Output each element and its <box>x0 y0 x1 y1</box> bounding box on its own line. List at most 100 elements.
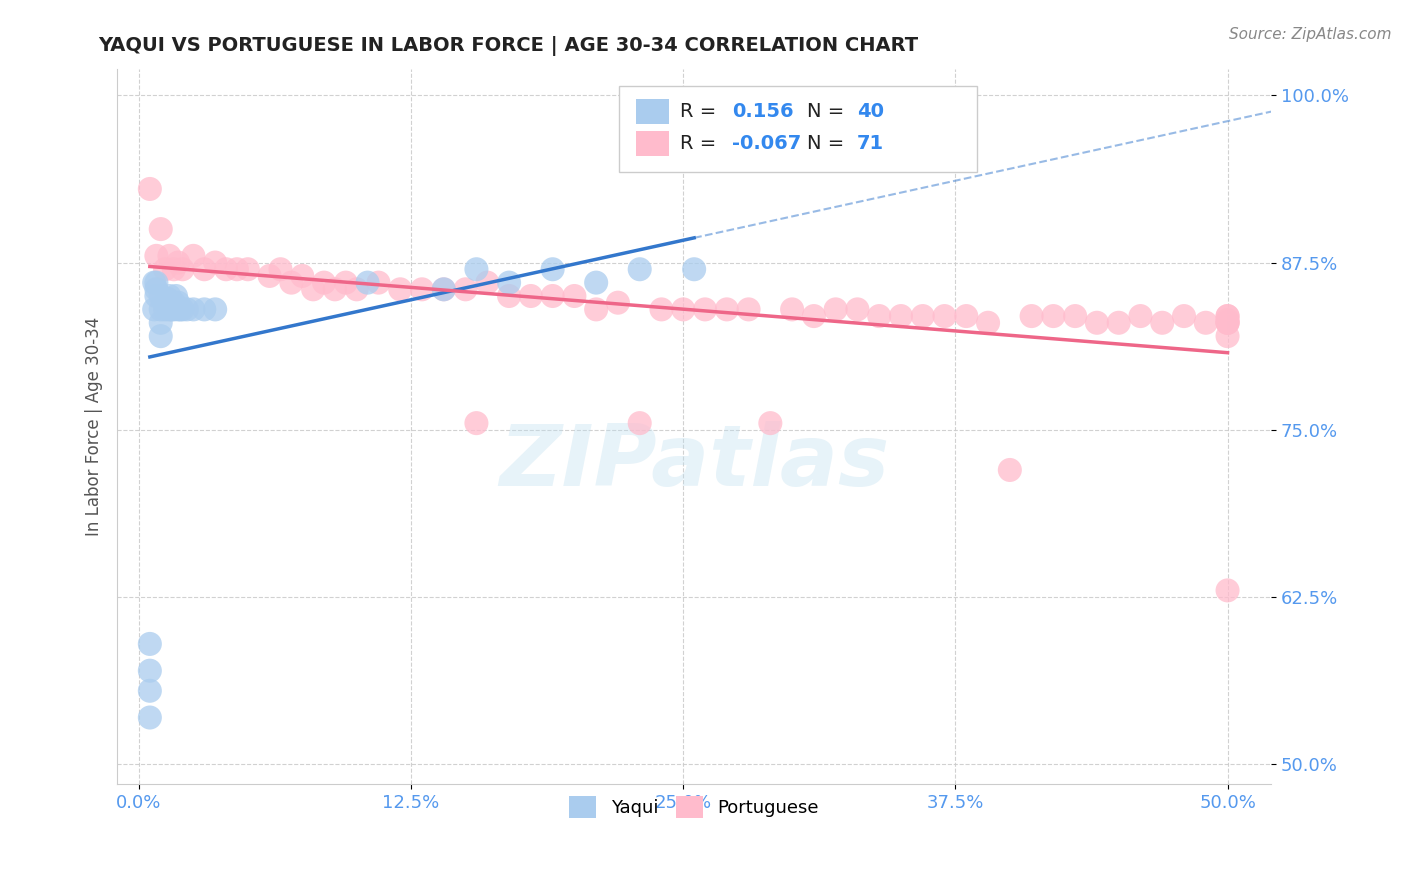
Point <box>824 302 846 317</box>
Point <box>1042 309 1064 323</box>
Point <box>143 302 166 317</box>
Point <box>312 276 335 290</box>
Point <box>176 302 198 317</box>
Point <box>628 262 651 277</box>
Point <box>145 289 167 303</box>
Text: Source: ZipAtlas.com: Source: ZipAtlas.com <box>1229 27 1392 42</box>
Point <box>977 316 1000 330</box>
Point <box>153 302 176 317</box>
Point <box>183 249 205 263</box>
Point <box>204 302 226 317</box>
Point <box>607 295 630 310</box>
FancyBboxPatch shape <box>637 99 669 124</box>
Point <box>955 309 977 323</box>
Point <box>163 262 186 277</box>
Point <box>204 255 226 269</box>
Point <box>139 664 162 678</box>
Text: N =: N = <box>807 134 851 153</box>
Point <box>1129 309 1152 323</box>
Point <box>693 302 716 317</box>
Point <box>1021 309 1043 323</box>
Point <box>541 289 564 303</box>
Point <box>139 637 162 651</box>
Point <box>149 316 172 330</box>
Point <box>159 249 181 263</box>
Point <box>477 276 499 290</box>
Point <box>139 182 162 196</box>
Point <box>159 302 181 317</box>
Point <box>911 309 934 323</box>
Point <box>236 262 259 277</box>
Text: R =: R = <box>681 102 723 121</box>
Point <box>149 329 172 343</box>
Point <box>650 302 672 317</box>
Point <box>998 463 1021 477</box>
Point <box>1216 309 1239 323</box>
Point <box>291 268 314 283</box>
Point <box>411 282 433 296</box>
Point <box>156 292 179 306</box>
Point <box>1152 316 1174 330</box>
Point <box>149 289 172 303</box>
Point <box>541 262 564 277</box>
Point <box>193 302 215 317</box>
Point <box>1108 316 1130 330</box>
Point <box>167 255 190 269</box>
Text: ZIPatlas: ZIPatlas <box>499 421 889 504</box>
Point <box>145 249 167 263</box>
Point <box>780 302 803 317</box>
Point <box>335 276 357 290</box>
Point <box>139 683 162 698</box>
Point <box>153 262 176 277</box>
Point <box>1173 309 1195 323</box>
Point <box>934 309 956 323</box>
Text: 40: 40 <box>856 102 884 121</box>
Point <box>672 302 695 317</box>
Point <box>1216 316 1239 330</box>
Point <box>498 276 520 290</box>
Point <box>226 262 249 277</box>
Point <box>163 302 186 317</box>
Point <box>193 262 215 277</box>
Point <box>215 262 238 277</box>
Point <box>172 302 194 317</box>
Point <box>1216 313 1239 327</box>
Text: -0.067: -0.067 <box>733 134 801 153</box>
Point <box>259 268 281 283</box>
Text: N =: N = <box>807 102 851 121</box>
Point <box>737 302 759 317</box>
Point <box>433 282 456 296</box>
Point <box>1195 316 1218 330</box>
Point <box>149 302 172 317</box>
Text: YAQUI VS PORTUGUESE IN LABOR FORCE | AGE 30-34 CORRELATION CHART: YAQUI VS PORTUGUESE IN LABOR FORCE | AGE… <box>98 36 918 55</box>
Point <box>183 302 205 317</box>
Point <box>346 282 368 296</box>
Point <box>160 302 183 317</box>
Point <box>280 276 302 290</box>
Point <box>1216 316 1239 330</box>
Point <box>890 309 912 323</box>
FancyBboxPatch shape <box>619 87 977 172</box>
Text: 71: 71 <box>856 134 884 153</box>
Legend: Yaqui, Portuguese: Yaqui, Portuguese <box>562 789 827 825</box>
Point <box>269 262 291 277</box>
Point <box>433 282 456 296</box>
Point <box>323 282 346 296</box>
Point <box>585 302 607 317</box>
Point <box>139 710 162 724</box>
Point <box>683 262 706 277</box>
Point <box>465 262 488 277</box>
Point <box>1085 316 1108 330</box>
Point <box>716 302 738 317</box>
Point <box>628 416 651 430</box>
Point <box>564 289 586 303</box>
Point <box>169 302 191 317</box>
Point <box>498 289 520 303</box>
Point <box>846 302 869 317</box>
Point <box>165 289 187 303</box>
Point <box>159 289 181 303</box>
Point <box>143 276 166 290</box>
Point <box>585 276 607 290</box>
Point <box>163 295 186 310</box>
Point <box>167 302 190 317</box>
